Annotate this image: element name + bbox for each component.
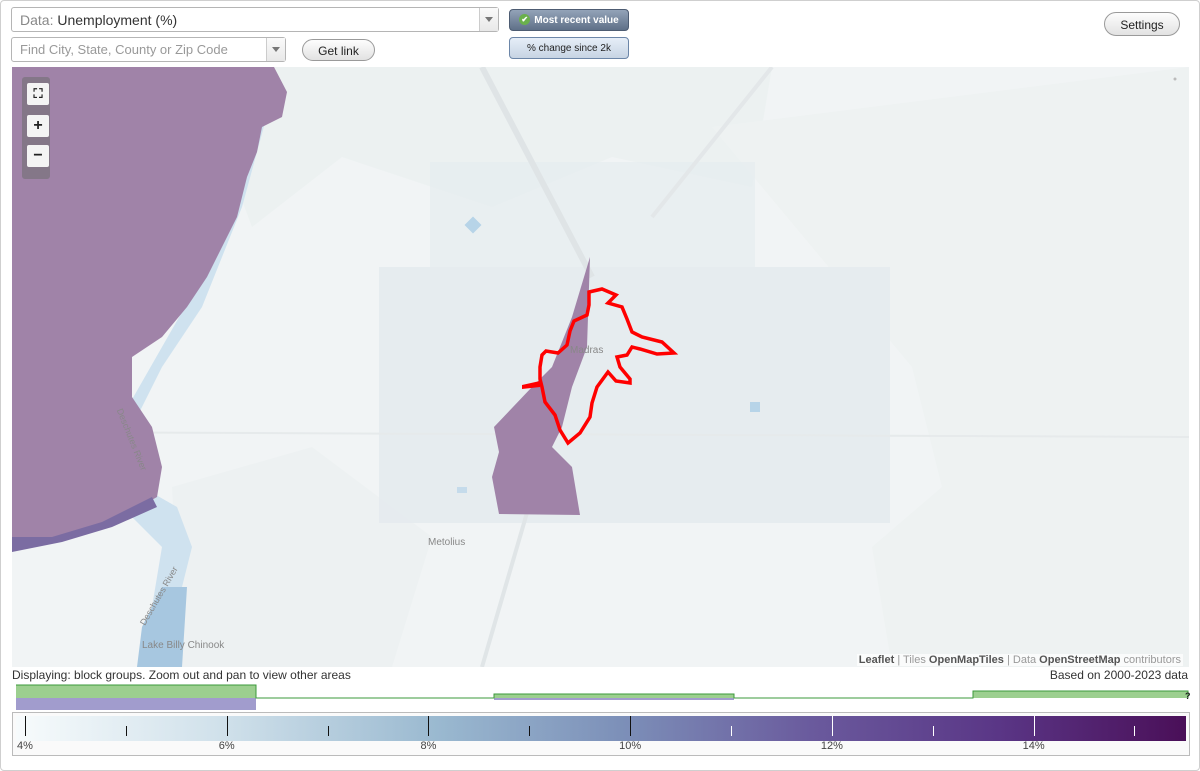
map-label-metolius: Metolius xyxy=(428,537,466,548)
openmaptiles-link[interactable]: OpenMapTiles xyxy=(928,654,1004,666)
check-icon: ✔ xyxy=(519,13,531,25)
legend-ramp xyxy=(16,716,1186,741)
map-label-madras: Madras xyxy=(570,345,604,356)
search-dropdown-icon[interactable] xyxy=(266,38,285,61)
map-attribution: Leaflet | Tiles OpenMapTiles | Data Open… xyxy=(856,654,1183,666)
fullscreen-icon[interactable]: ⛶ xyxy=(27,83,49,105)
legend-minor-tick xyxy=(125,726,127,736)
map-view[interactable]: Madras Metolius Lake Billy Chinook Desch… xyxy=(12,67,1189,667)
legend-tick-label: 8% xyxy=(420,740,437,752)
legend-major-tick xyxy=(428,716,430,736)
legend-major-tick xyxy=(226,716,228,736)
legend-minor-tick xyxy=(529,726,531,736)
legend-tick-label: 14% xyxy=(1022,740,1045,752)
legend-tick-label: 12% xyxy=(820,740,843,752)
get-link-button[interactable]: Get link xyxy=(302,39,375,61)
legend-major-tick xyxy=(25,716,26,736)
legend-tick-label: 10% xyxy=(619,740,642,752)
legend-minor-tick xyxy=(327,726,329,736)
legend-tick-label: 6% xyxy=(218,740,235,752)
distribution-histogram: ? xyxy=(16,684,1190,710)
zoom-controls: ⛶ + − xyxy=(22,77,50,179)
data-select-label: Data: Unemployment (%) xyxy=(20,12,178,28)
most-recent-toggle[interactable]: ✔ Most recent value xyxy=(509,9,629,31)
osm-link[interactable]: OpenStreetMap xyxy=(1039,654,1121,666)
legend-minor-tick xyxy=(1134,726,1136,736)
map-label-lake: Lake Billy Chinook xyxy=(142,640,225,651)
chevron-down-icon[interactable] xyxy=(479,8,498,31)
zoom-in-button[interactable]: + xyxy=(27,115,49,137)
leaflet-link[interactable]: Leaflet xyxy=(858,654,895,666)
data-select[interactable]: Data: Unemployment (%) xyxy=(11,7,499,32)
legend-minor-tick xyxy=(932,726,934,736)
search-input[interactable] xyxy=(12,38,278,61)
zoom-out-button[interactable]: − xyxy=(27,145,49,167)
settings-button[interactable]: Settings xyxy=(1104,12,1180,36)
histogram-help: ? xyxy=(1185,691,1190,701)
map-canvas xyxy=(12,67,1189,667)
displaying-text: Displaying: block groups. Zoom out and p… xyxy=(12,668,351,682)
legend-tick-label: 4% xyxy=(17,740,33,752)
legend-major-tick xyxy=(831,716,833,736)
based-on-text: Based on 2000-2023 data xyxy=(1049,668,1188,682)
pct-change-toggle[interactable]: % change since 2k xyxy=(509,37,629,59)
legend-minor-tick xyxy=(731,726,733,736)
location-search[interactable] xyxy=(11,37,286,62)
legend-major-tick xyxy=(630,716,632,736)
legend-major-tick xyxy=(1033,716,1035,736)
color-legend: 4% 6% 8% 10% 12% 14% xyxy=(12,712,1190,756)
